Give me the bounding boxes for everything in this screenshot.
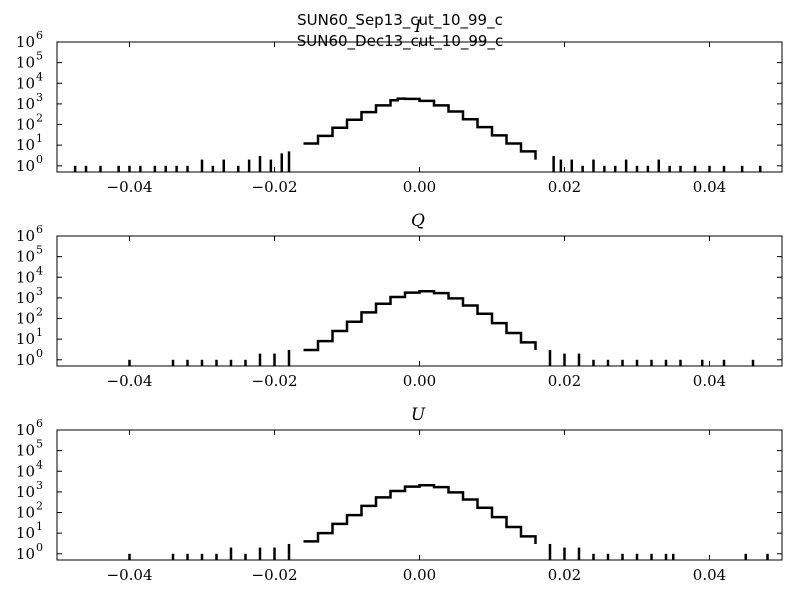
- y-tick-label-exponent: 4: [36, 458, 43, 471]
- x-tick-label: −0.04: [107, 566, 153, 584]
- y-tick-label-exponent: 0: [36, 347, 43, 360]
- panel-title: Q: [411, 211, 425, 231]
- y-tick-label-exponent: 5: [36, 244, 43, 257]
- panel-title: U: [411, 405, 426, 425]
- y-tick-label: 10: [16, 95, 35, 113]
- y-tick-label: 10: [16, 310, 35, 328]
- y-tick-label-exponent: 2: [36, 112, 43, 125]
- figure-title-line-1: SUN60_Sep13_cut_10_99_c: [297, 11, 503, 30]
- y-tick-label-exponent: 6: [36, 417, 43, 430]
- axes-frame: [56, 429, 783, 561]
- x-tick-label: −0.04: [107, 178, 153, 196]
- y-tick-label: 10: [16, 54, 35, 72]
- y-tick-label-exponent: 5: [36, 50, 43, 63]
- y-tick-label: 10: [16, 248, 35, 266]
- y-tick-label: 10: [16, 268, 35, 286]
- y-tick-label: 10: [16, 483, 35, 501]
- y-tick-label-exponent: 2: [36, 500, 43, 513]
- y-tick-label: 10: [16, 116, 35, 134]
- y-tick-label: 10: [16, 504, 35, 522]
- x-tick-label: 0.04: [693, 372, 726, 390]
- y-tick-label-exponent: 1: [36, 326, 43, 339]
- x-tick-label: 0.00: [403, 372, 436, 390]
- x-tick-label: 0.02: [548, 178, 581, 196]
- y-tick-label-exponent: 3: [36, 285, 43, 298]
- histogram-line: [303, 97, 537, 160]
- y-tick-label-exponent: 5: [36, 438, 43, 451]
- x-tick-label: 0.04: [693, 566, 726, 584]
- x-tick-label: −0.02: [252, 372, 298, 390]
- y-tick-label-exponent: 6: [36, 29, 43, 42]
- x-tick-label: 0.00: [403, 178, 436, 196]
- y-tick-label: 10: [16, 330, 35, 348]
- y-tick-label: 10: [16, 136, 35, 154]
- y-tick-label: 10: [16, 442, 35, 460]
- histogram-line: [303, 289, 537, 352]
- x-tick-label: −0.02: [252, 566, 298, 584]
- y-tick-label: 10: [16, 462, 35, 480]
- x-tick-label: −0.02: [252, 178, 298, 196]
- y-tick-label: 10: [16, 33, 35, 51]
- y-tick-label-exponent: 1: [36, 132, 43, 145]
- y-tick-label-exponent: 3: [36, 91, 43, 104]
- y-tick-label-exponent: 4: [36, 70, 43, 83]
- y-tick-label-exponent: 4: [36, 264, 43, 277]
- axes-frame: [56, 41, 783, 173]
- axes-frame: [56, 235, 783, 367]
- y-tick-label: 10: [16, 74, 35, 92]
- histogram-line: [303, 483, 537, 544]
- x-tick-label: 0.02: [548, 372, 581, 390]
- x-tick-label: 0.02: [548, 566, 581, 584]
- y-tick-label: 10: [16, 289, 35, 307]
- y-tick-label-exponent: 1: [36, 520, 43, 533]
- panel-title: I: [414, 17, 422, 37]
- y-tick-label-exponent: 0: [36, 153, 43, 166]
- y-tick-label: 10: [16, 157, 35, 175]
- y-tick-label-exponent: 0: [36, 541, 43, 554]
- x-tick-label: 0.00: [403, 566, 436, 584]
- y-tick-label: 10: [16, 351, 35, 369]
- y-tick-label: 10: [16, 524, 35, 542]
- x-tick-label: 0.04: [693, 178, 726, 196]
- y-tick-label: 10: [16, 421, 35, 439]
- y-tick-label: 10: [16, 227, 35, 245]
- y-tick-label: 10: [16, 545, 35, 563]
- y-tick-label-exponent: 2: [36, 306, 43, 319]
- x-tick-label: −0.04: [107, 372, 153, 390]
- y-tick-label-exponent: 3: [36, 479, 43, 492]
- y-tick-label-exponent: 6: [36, 223, 43, 236]
